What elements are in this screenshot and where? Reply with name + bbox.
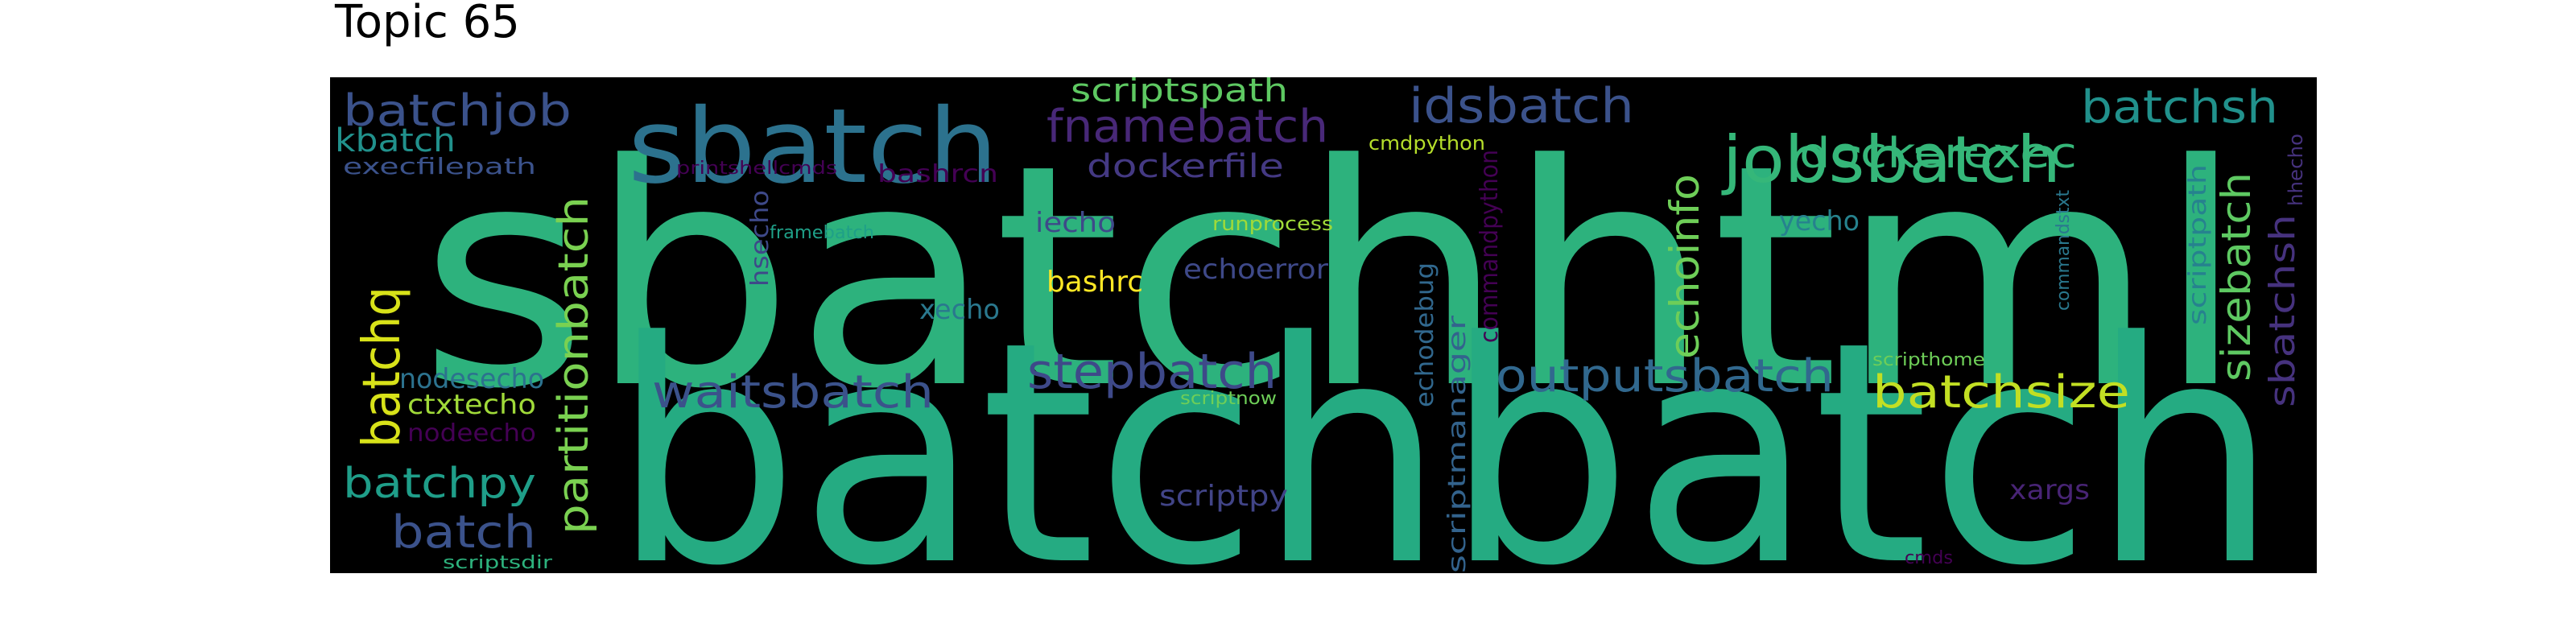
cloud-word: scriptmanager <box>1443 315 1472 573</box>
cloud-word: commandstxt <box>2054 190 2074 311</box>
cloud-word: hsecho <box>746 190 774 287</box>
cloud-word: scriptpath <box>2184 164 2212 325</box>
cloud-word: scripthome <box>1872 350 1985 370</box>
cloud-word: framebatch <box>770 223 874 243</box>
cloud-word: nodeecho <box>407 419 536 448</box>
cloud-word: scriptspath <box>1071 77 1288 109</box>
cloud-word: batchbatch <box>612 276 2278 573</box>
cloud-word: fnamebatch <box>1046 101 1328 153</box>
cloud-word: dockerfile <box>1087 148 1284 185</box>
cloud-word: sbatch <box>628 87 998 207</box>
cloud-word: batchsize <box>1872 366 2130 419</box>
cloud-word: waitsbatch <box>652 366 934 419</box>
cloud-word: nodesecho <box>399 363 544 395</box>
cloud-word: echodebug <box>1411 262 1439 407</box>
cloud-word: ctxtecho <box>407 389 536 421</box>
cloud-word: idsbatch <box>1409 78 1634 134</box>
cloud-word: scriptsdir <box>443 553 553 573</box>
cloud-word: batchpy <box>343 460 536 508</box>
cloud-word: printshellcmds <box>676 159 837 179</box>
cloud-word: batchjob <box>343 85 572 136</box>
cloud-word: stepbatch <box>1027 344 1277 400</box>
cloud-word: iecho <box>1035 207 1116 239</box>
cloud-word: sizebatch <box>2213 172 2260 382</box>
cloud-word: bashrc <box>1046 266 1143 299</box>
cloud-word: execfilepath <box>343 153 536 180</box>
cloud-word: batchsh <box>2081 81 2278 134</box>
cloud-word: echoinfo <box>1662 174 1708 359</box>
cloud-word: partitionbatch <box>550 196 598 535</box>
cloud-word: batchq <box>353 287 412 448</box>
cloud-word: xecho <box>919 294 1000 326</box>
cloud-word: hhecho <box>2285 134 2307 206</box>
cloud-word: jobsbatch <box>1721 122 2061 197</box>
cloud-word: commandpython <box>1476 150 1504 343</box>
cloud-word: kbatch <box>335 122 456 159</box>
cloud-word: xargs <box>2009 474 2090 506</box>
cloud-word: outputsbatch <box>1496 350 1834 402</box>
cloud-word: runprocess <box>1212 213 1333 235</box>
cloud-word: cmds <box>1905 548 1953 568</box>
cloud-word: bashrcn <box>877 160 998 188</box>
cloud-word: yecho <box>1779 205 1860 237</box>
word-cloud: sbatchhtml batchbatch sbatch jobsbatch idsba… <box>330 77 2317 573</box>
cloud-word: sbatchhtml <box>419 99 2246 456</box>
cloud-word: dockerexec <box>1799 130 2077 178</box>
cloud-word: scriptpy <box>1159 480 1288 513</box>
cloud-word: echoerror <box>1183 254 1328 286</box>
cloud-word: sbatchsh <box>2262 214 2303 407</box>
cloud-word: cmdpython <box>1368 132 1485 155</box>
cloud-word: batch <box>391 506 536 559</box>
cloud-word: scriptnow <box>1180 389 1277 409</box>
page-title: Topic 65 <box>335 0 520 48</box>
